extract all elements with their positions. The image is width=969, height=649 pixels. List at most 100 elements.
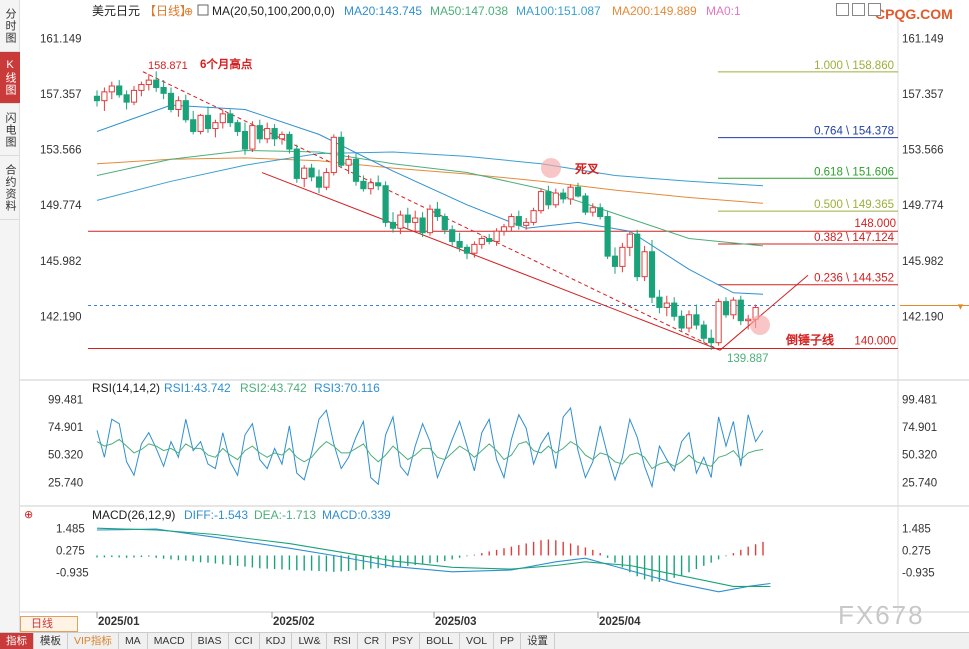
macd-title: MACD(26,12,9) — [92, 508, 175, 522]
kline-chart[interactable]: 美元日元 【日线】⊕ MA(20,50,100,200,0,0) MA20:143.7… — [0, 0, 969, 632]
macd-ytick-left-2: -0.935 — [56, 567, 89, 579]
candle-body — [737, 299, 744, 322]
grid-icon[interactable] — [836, 3, 849, 16]
candle-body — [693, 314, 700, 326]
bottom-tab-8[interactable]: LW& — [292, 633, 328, 649]
chart-icon — [197, 4, 209, 16]
candle-body — [204, 114, 212, 130]
settings-icon: ⊕ — [184, 6, 193, 18]
candle-body — [663, 302, 670, 308]
fullscreen-icon[interactable] — [868, 3, 881, 16]
rsi2-line — [96, 438, 764, 470]
candle-body — [145, 79, 152, 86]
hammer-marker — [750, 315, 770, 335]
candle-body — [582, 195, 589, 213]
ytick-right-3: 149.774 — [902, 200, 944, 212]
period-button[interactable]: 日线 — [20, 616, 78, 632]
rsi-ytick-right-0: 99.481 — [902, 395, 937, 407]
candle-body — [101, 91, 108, 102]
ytick-right-1: 157.357 — [902, 89, 944, 101]
candle-body — [493, 230, 500, 242]
candle-body — [685, 314, 693, 329]
candle-body — [241, 130, 249, 150]
candle-body — [123, 94, 130, 103]
candle-body — [708, 337, 715, 344]
watermark-bottom: FX678 — [838, 600, 925, 630]
bottom-tab-14[interactable]: PP — [494, 633, 522, 649]
macd-dea-label: DEA:-1.713 — [254, 508, 316, 522]
bottom-tab-6[interactable]: CCI — [229, 633, 260, 649]
bottom-tab-7[interactable]: KDJ — [260, 633, 293, 649]
high-note-label: 6个月高点 — [200, 57, 253, 71]
bottom-tab-10[interactable]: CR — [358, 633, 387, 649]
bottom-tab-1[interactable]: 模板 — [34, 633, 68, 649]
bottom-tab-3[interactable]: MA — [119, 633, 148, 649]
macd-ytick-right-2: -0.935 — [902, 567, 935, 579]
bottom-tab-2[interactable]: VIP指标 — [68, 633, 119, 649]
candle-body — [219, 113, 226, 124]
candle-body — [597, 207, 604, 218]
chart-toolbar — [836, 3, 881, 16]
candle-body — [508, 216, 515, 228]
candle-body — [375, 182, 382, 187]
date-label-1: 2025/02 — [273, 616, 315, 628]
header-text-0: 美元日元 — [92, 4, 140, 18]
candle-body — [308, 167, 315, 178]
candle-body — [471, 243, 478, 254]
rsi-ytick-right-3: 25.740 — [902, 477, 937, 489]
ytick-left-5: 142.190 — [40, 311, 82, 323]
ma-line-ma50 — [96, 149, 764, 247]
bottom-tab-13[interactable]: VOL — [460, 633, 495, 649]
bottom-tab-5[interactable]: BIAS — [192, 633, 229, 649]
high-value-label: 158.871 — [148, 60, 188, 72]
left-tab-3[interactable]: 合约资料 — [0, 156, 20, 220]
candle-body — [589, 207, 596, 213]
bottom-tab-4[interactable]: MACD — [148, 633, 192, 649]
candle-body — [456, 240, 463, 248]
candle-body — [745, 318, 752, 322]
left-tab-2[interactable]: 闪电图 — [0, 104, 20, 156]
rsi-ytick-left-0: 99.481 — [48, 395, 83, 407]
rsi-title: RSI(14,14,2) — [92, 381, 160, 395]
fib-label-2: 0.618 \ 151.606 — [814, 166, 894, 178]
fib-label-5: 0.236 \ 144.352 — [814, 273, 894, 285]
candle-body — [515, 216, 522, 226]
date-label-3: 2025/04 — [599, 616, 641, 628]
candle-body — [315, 176, 323, 188]
bottom-tab-12[interactable]: BOLL — [420, 633, 461, 649]
candle-body — [604, 216, 611, 257]
candle-body — [212, 122, 219, 130]
date-label-0: 2025/01 — [98, 616, 140, 628]
bottom-tab-11[interactable]: PSY — [386, 633, 421, 649]
candle-body — [338, 136, 345, 166]
macd-ytick-right-0: 1.485 — [902, 523, 931, 535]
rsi1-label: RSI1:43.742 — [164, 381, 231, 395]
ytick-left-4: 145.982 — [40, 256, 82, 268]
cross-marker — [541, 158, 561, 178]
candle-body — [330, 136, 337, 174]
macd-diff-label: DIFF:-1.543 — [184, 508, 248, 522]
ytick-left-1: 157.357 — [40, 89, 82, 101]
candle-body — [500, 226, 508, 232]
candle-body — [530, 210, 537, 223]
candle-body — [360, 180, 367, 190]
cross-label: 死叉 — [575, 162, 600, 176]
rsi2-label: RSI2:43.742 — [240, 381, 307, 395]
ma-legend-0: MA(20,50,100,200,0,0) — [212, 4, 335, 18]
left-tab-1[interactable]: K线图 — [0, 52, 20, 104]
bottom-tab-0[interactable]: 指标 — [0, 633, 34, 649]
ma-legend-1: MA20:143.745 — [344, 4, 422, 18]
layout-icon[interactable] — [852, 3, 865, 16]
indicator-tabbar: 指标 模板 VIP指标 MA MACD BIAS CCI KDJ LW& RSI CR PSY BOLL… — [0, 632, 969, 649]
bottom-tab-15[interactable]: 设置 — [521, 633, 556, 649]
candle-body — [641, 251, 648, 278]
candle-body — [404, 214, 411, 223]
ytick-left-3: 149.774 — [40, 200, 82, 212]
price-arrow-icon: ▼ — [956, 302, 965, 312]
bottom-tab-9[interactable]: RSI — [327, 633, 358, 649]
fib-label-0: 1.000 \ 158.860 — [814, 60, 894, 72]
candle-body — [545, 191, 552, 206]
candle-body — [486, 238, 493, 242]
left-tab-0[interactable]: 分时图 — [0, 0, 20, 52]
ma-legend-3: MA100:151.087 — [516, 4, 601, 18]
